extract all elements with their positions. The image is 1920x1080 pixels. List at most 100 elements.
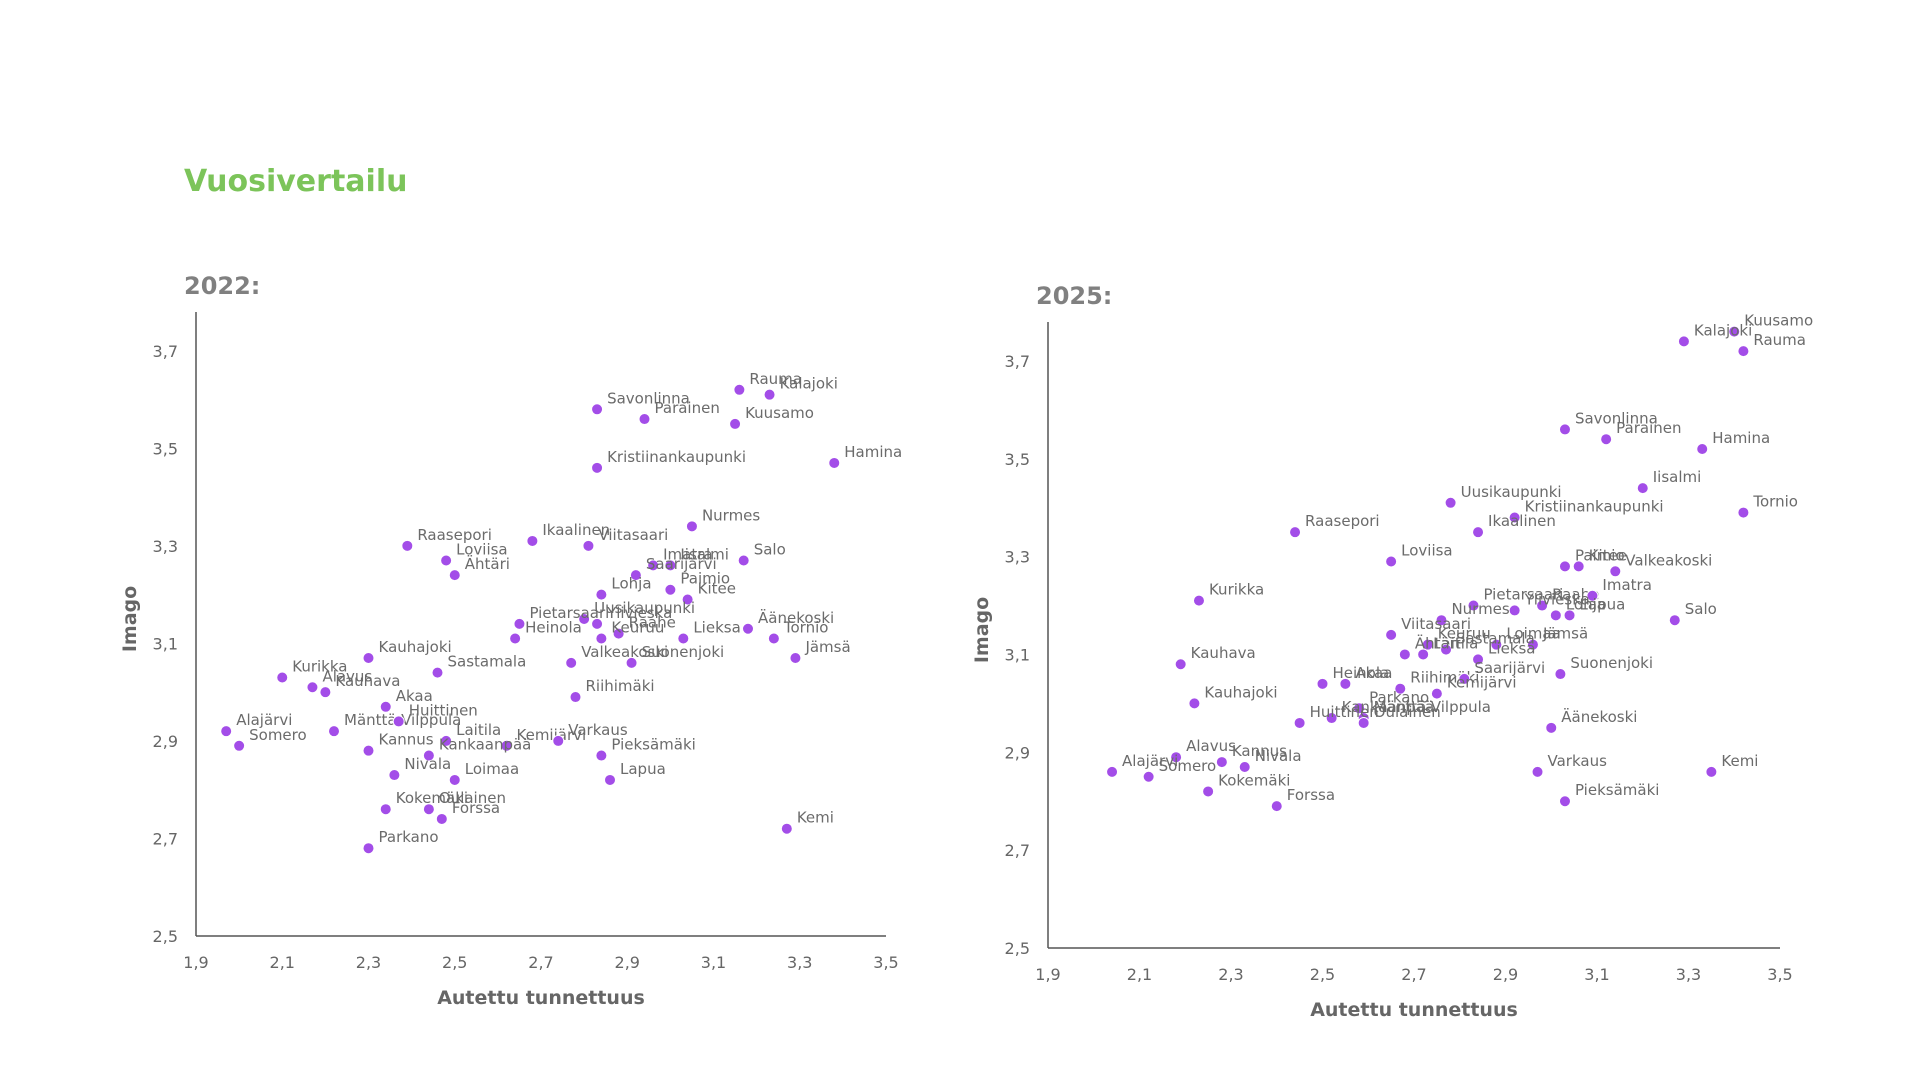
chart-2022-point [578,613,591,625]
chart-2025-point-label: Savonlinna [1575,409,1658,427]
chart-2022-point-label: Kemi [797,809,834,827]
chart-2025-point [1737,506,1750,519]
chart-2022-point-label: Kokemäki [396,789,468,807]
chart-2022-point [763,388,776,401]
chart-2022-y-tick-label: 2,7 [153,829,178,848]
chart-2025-point-label: Pieksämäki [1575,781,1659,799]
chart-2025-point-label: Hamina [1712,429,1770,447]
chart-2022-point [500,739,513,752]
chart-2025-point-label: Kauhajoki [1204,683,1277,701]
chart-2025-point-label: Kokemäki [1218,771,1290,789]
chart-2025-point [1192,594,1205,607]
chart-2025-point [1467,599,1480,612]
chart-2022-point [220,725,233,738]
chart-2025-point-label: Forssa [1287,786,1335,804]
chart-2025-point-label: Paimio [1575,546,1625,564]
chart-2022-point [565,656,578,669]
chart-2022-point [526,534,539,547]
chart-2022-point [625,656,638,669]
chart-2022-point [362,652,375,665]
chart-2022-point-label: Savonlinna [607,389,690,407]
chart-2022-point [664,559,677,572]
chart-2025-point-label: Alajärvi [1122,752,1178,770]
chart-2022-point-label: Loviisa [456,540,508,558]
chart-2022-point [595,632,608,645]
chart-2025-y-tick-label: 2,9 [1005,743,1030,762]
chart-2025-x-tick-label: 3,1 [1584,965,1609,984]
chart-2025-point-label: Kristiinankaupunki [1525,497,1664,515]
chart-2025-point-label: Kannus [1232,742,1287,760]
chart-2025-point-label: Rauma [1753,331,1806,349]
chart-2025-point-label: Pietarsaari [1483,586,1563,604]
chart-2025-point-label: Parainen [1616,419,1681,437]
chart-2022-point-label: Kannus [379,731,434,749]
chart-2025-point-label: Lohja [1566,595,1606,613]
chart-2025-x-tick-label: 2,5 [1310,965,1335,984]
chart-2022-point [767,632,780,645]
chart-2022-point [513,617,526,630]
chart-2022-point-label: Kitee [698,579,736,597]
chart-2025-point [1472,653,1485,666]
chart-2022-point-label: Kalajoki [780,375,838,393]
chart-2025-point-label: Saarijärvi [1474,659,1545,677]
chart-2022-point [233,739,246,752]
chart-2025-point-label: Somero [1159,757,1217,775]
chart-2025-point-label: Parkano [1369,688,1429,706]
chart-2022-point [789,652,802,665]
chart-2022-point-label: Parainen [655,399,720,417]
chart-2025-point [1385,555,1398,568]
chart-2022-point [306,681,319,694]
chart-2022-point-label: Sastamala [448,653,527,671]
chart-2025-point [1668,614,1681,627]
chart-2022-point-label: Tornio [783,619,829,637]
chart-2025-point [1385,628,1398,641]
chart-2022-point [379,803,392,816]
chart-2022-point-label: Hamina [844,443,902,461]
chart-2025-x-tick-label: 1,9 [1035,965,1060,984]
chart-2025-point [1696,442,1709,455]
chart-2025-point [1636,482,1649,495]
chart-2025-point [1526,638,1539,651]
chart-2025-point [1293,716,1306,729]
chart-2025-point [1677,335,1690,348]
chart-2022-point [737,554,750,567]
chart-2022-point [440,554,453,567]
chart-2022-point-label: Paimio [680,570,730,588]
chart-2025-point-label: Ylivieska [1524,590,1590,608]
chart-2022-point [612,627,625,640]
chart-2022-point-label: Keuruu [611,619,664,637]
chart-2025-point-label: Kankaanpää [1342,698,1435,716]
chart-2025-point [1142,770,1155,783]
chart-2022-y-axis-label: Imago [119,586,141,652]
chart-2025-point-label: Kurikka [1209,581,1264,599]
chart-2025-point-label: Suonenjoki [1570,654,1653,672]
chart-2022-point-label: Riihimäki [586,677,655,695]
chart-2025-point-label: Huittinen [1310,703,1379,721]
chart-2025-point [1531,765,1544,778]
chart-2022-point [422,803,435,816]
chart-2022-point-label: Laitila [456,721,501,739]
chart-2022-point [569,691,582,704]
chart-2022-point-label: Äänekoski [758,608,834,627]
chart-2025-point-label: Raasepori [1305,512,1380,530]
chart-2025-point-label: Kemijärvi [1447,674,1517,692]
chart-2025-x-tick-label: 2,9 [1493,965,1518,984]
chart-2025-point [1353,702,1366,715]
chart-2025-point-label: Loimaa [1506,625,1560,643]
chart-2022-y-tick-label: 2,9 [153,732,178,751]
chart-2025-y-tick-label: 3,5 [1005,450,1030,469]
chart-2022-point-label: Nivala [404,755,451,773]
chart-2022-point-label: Lieksa [693,619,740,637]
chart-2025: 2025: 1,9 2,1 2,3 2,5 2,7 2,9 3,1 3,3 3,5 2,5 2,7 2,… [971,282,1813,1021]
chart-2025-x-tick-label: 2,7 [1401,965,1426,984]
chart-2025-point-label: Ikaalinen [1488,512,1556,530]
chart-2025-point [1417,648,1430,661]
chart-2025-point-label: Imatra [1602,576,1651,594]
chart-2025-point-label: Lapua [1580,595,1626,613]
chart-2025-point-label: Kuusamo [1744,312,1813,330]
chart-2022-point [448,569,461,582]
chart-2025-point-label: Ähtäri [1415,633,1460,652]
chart-2022-point-label: Varkaus [568,721,628,739]
chart-2025-y-axis-label: Imago [971,597,993,663]
chart-2022-point-label: Kauhava [335,672,400,690]
